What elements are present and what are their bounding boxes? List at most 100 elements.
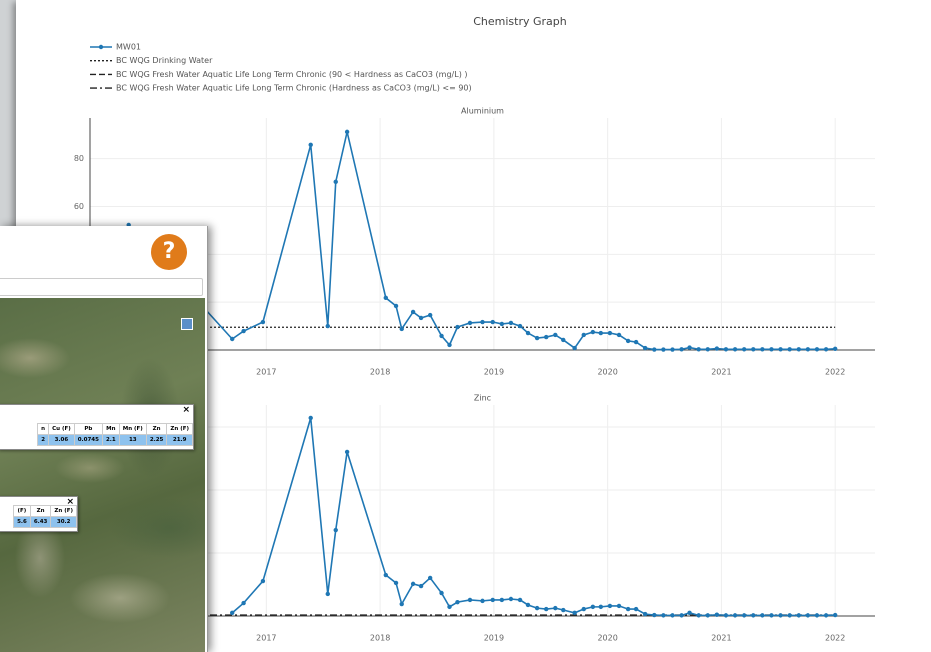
data-point <box>230 337 234 341</box>
data-point <box>806 613 810 617</box>
expand-button[interactable] <box>181 318 193 330</box>
data-point <box>751 347 755 351</box>
header-cell: Zn <box>146 424 167 435</box>
data-point <box>670 347 674 351</box>
data-point <box>634 607 638 611</box>
data-point <box>326 324 330 328</box>
data-point <box>797 613 801 617</box>
header-cell: Cu (F) <box>49 424 75 435</box>
x-tick-label: 2021 <box>711 634 731 643</box>
data-point <box>572 611 576 615</box>
data-point <box>419 584 423 588</box>
data-point <box>582 333 586 337</box>
data-point <box>733 613 737 617</box>
search-box[interactable] <box>0 278 203 296</box>
data-point <box>661 613 665 617</box>
data-point <box>787 613 791 617</box>
series-line <box>232 418 835 615</box>
data-point <box>561 608 565 612</box>
data-point <box>715 346 719 350</box>
x-tick-label: 2019 <box>484 634 504 643</box>
data-point <box>411 310 415 314</box>
y-tick-label: 80 <box>74 154 84 163</box>
data-point <box>468 598 472 602</box>
x-tick-label: 2022 <box>825 368 845 377</box>
screen: Chemistry Graph MW01BC WQG Drinking Wate… <box>0 0 931 652</box>
data-point <box>526 331 530 335</box>
legend-label: BC WQG Fresh Water Aquatic Life Long Ter… <box>116 70 467 79</box>
data-point <box>591 330 595 334</box>
data-cell: 2 <box>38 435 49 446</box>
data-point <box>679 613 683 617</box>
data-point <box>833 613 837 617</box>
data-point <box>509 321 513 325</box>
data-point <box>326 592 330 596</box>
legend-label: MW01 <box>116 43 141 52</box>
data-point <box>345 130 349 134</box>
header-cell: Mn (F) <box>119 424 146 435</box>
data-point <box>334 528 338 532</box>
data-point <box>687 345 691 349</box>
data-point <box>428 576 432 580</box>
x-tick-label: 2019 <box>484 368 504 377</box>
data-point <box>706 347 710 351</box>
x-tick-label: 2017 <box>256 634 276 643</box>
data-point <box>480 320 484 324</box>
y-tick-label: 60 <box>74 202 84 211</box>
data-point <box>715 613 719 617</box>
data-point <box>230 611 234 615</box>
data-cell: 2.1 <box>102 435 119 446</box>
x-tick-label: 2020 <box>597 634 617 643</box>
data-point <box>652 613 656 617</box>
data-point <box>670 613 674 617</box>
data-point <box>572 346 576 350</box>
legend-marker <box>99 45 103 49</box>
header-cell: (F) <box>14 506 31 517</box>
data-cell: 21.9 <box>167 435 193 446</box>
data-point <box>626 339 630 343</box>
data-point <box>742 613 746 617</box>
data-cell: 2.25 <box>146 435 167 446</box>
data-point <box>608 604 612 608</box>
data-point <box>334 180 338 184</box>
data-point <box>345 450 349 454</box>
header-cell: Zn (F) <box>167 424 193 435</box>
data-cell: 0.0745 <box>74 435 102 446</box>
data-point <box>760 347 764 351</box>
data-point <box>778 613 782 617</box>
header-cell: Pb <box>74 424 102 435</box>
data-point <box>491 598 495 602</box>
map-window: ? ×nCu (F)PbMnMn (F)ZnZn (F)23.060.07452… <box>0 226 208 652</box>
data-point <box>742 347 746 351</box>
header-cell: Mn <box>102 424 119 435</box>
legend-label: BC WQG Drinking Water <box>116 56 213 65</box>
series-line <box>129 132 836 350</box>
legend: MW01 BC WQG Drinking Water BC WQG Fresh Wa… <box>90 43 472 93</box>
data-point <box>261 320 265 324</box>
close-button[interactable]: × <box>182 405 190 415</box>
x-tick-label: 2021 <box>711 368 731 377</box>
data-point <box>439 334 443 338</box>
data-point <box>634 340 638 344</box>
help-button[interactable]: ? <box>151 234 187 270</box>
data-point <box>491 320 495 324</box>
data-point <box>582 607 586 611</box>
data-point <box>769 613 773 617</box>
data-cell: 3.06 <box>49 435 75 446</box>
data-point <box>500 598 504 602</box>
subplot-title: Aluminium <box>461 107 504 116</box>
data-point <box>652 347 656 351</box>
data-point <box>733 347 737 351</box>
data-point <box>679 347 683 351</box>
data-point <box>526 603 530 607</box>
data-cell: 6.43 <box>30 517 51 528</box>
data-point <box>599 331 603 335</box>
data-point <box>617 604 621 608</box>
data-point <box>384 573 388 577</box>
